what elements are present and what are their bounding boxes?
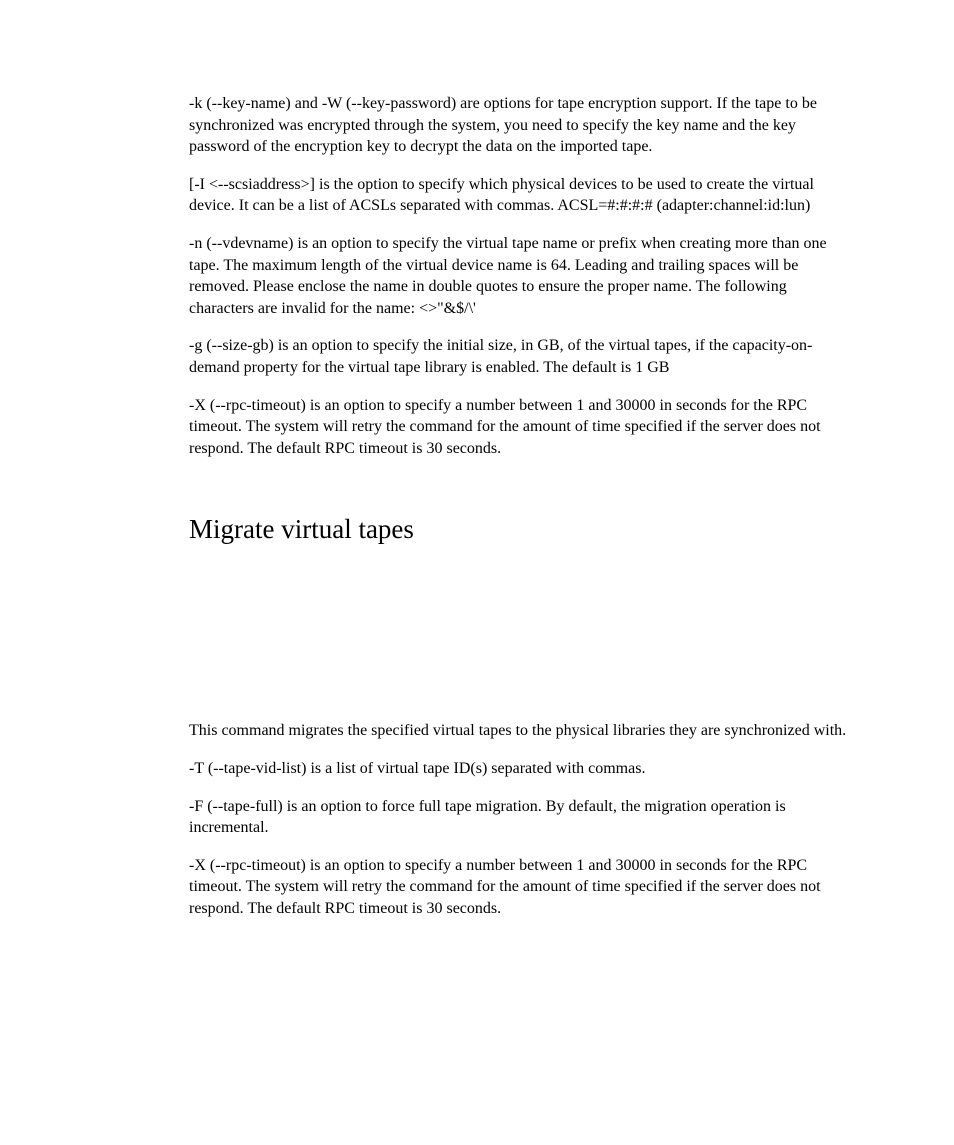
paragraph-vdevname: -n (--vdevname) is an option to specify …: [189, 233, 849, 319]
paragraph-tape-vid-list: -T (--tape-vid-list) is a list of virtua…: [189, 758, 849, 780]
section-heading: Migrate virtual tapes: [189, 514, 849, 545]
paragraph-rpc-timeout-1: -X (--rpc-timeout) is an option to speci…: [189, 395, 849, 460]
paragraph-migrate-desc: This command migrates the specified virt…: [189, 720, 849, 742]
paragraph-scsi-address: [-I <--scsiaddress>] is the option to sp…: [189, 174, 849, 217]
paragraph-key-options: -k (--key-name) and -W (--key-password) …: [189, 93, 849, 158]
paragraph-tape-full: -F (--tape-full) is an option to force f…: [189, 796, 849, 839]
paragraph-size-gb: -g (--size-gb) is an option to specify t…: [189, 335, 849, 378]
document-content: -k (--key-name) and -W (--key-password) …: [189, 93, 849, 919]
paragraph-rpc-timeout-2: -X (--rpc-timeout) is an option to speci…: [189, 855, 849, 920]
